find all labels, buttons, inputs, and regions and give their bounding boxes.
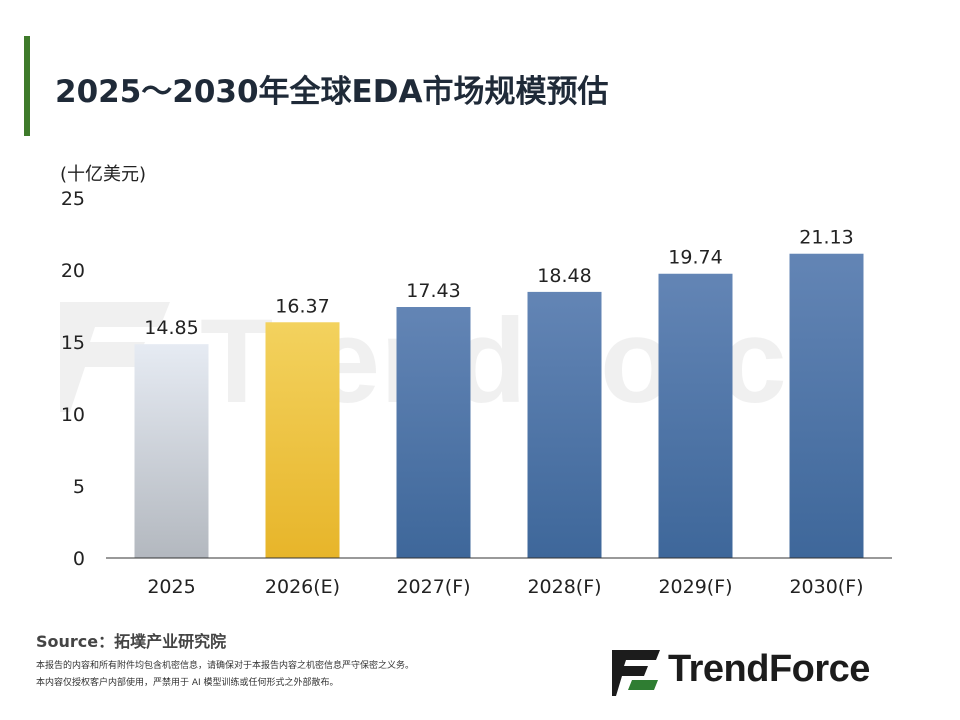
x-tick-label: 2026(E): [265, 576, 340, 598]
bars: [134, 253, 864, 558]
y-tick-label: 5: [73, 476, 85, 498]
x-tick-label: 2029(F): [658, 576, 732, 598]
x-tick-label: 2027(F): [396, 576, 470, 598]
x-tick-label: 2030(F): [789, 576, 863, 598]
bar-2027(F): [396, 307, 471, 558]
bar-2028(F): [527, 291, 602, 558]
value-label: 18.48: [537, 265, 591, 287]
y-axis-label: (十亿美元): [60, 164, 146, 185]
title-accent-bar: [24, 36, 30, 136]
trendforce-logo: TrendForce: [612, 648, 932, 698]
y-tick-label: 0: [73, 548, 85, 570]
y-axis-ticks: 0 5 10 15 20 25: [61, 188, 85, 570]
watermark-logo-icon: [60, 302, 170, 412]
trendforce-logo-icon: [612, 650, 660, 696]
bar-2026(E): [265, 322, 340, 558]
page-title: 2025～2030年全球EDA市场规模预估: [55, 74, 609, 110]
value-label: 21.13: [799, 227, 853, 249]
value-labels: 14.85 16.37 17.43 18.48 19.74 21.13: [144, 227, 853, 339]
x-tick-label: 2025: [147, 576, 195, 598]
value-label: 14.85: [144, 317, 198, 339]
disclaimer-line-1: 本报告的内容和所有附件均包含机密信息，请确保对于本报告内容之机密信息严守保密之义…: [36, 661, 415, 671]
bar-2029(F): [658, 273, 733, 558]
bar-2030(F): [789, 253, 864, 558]
x-axis-ticks: 2025 2026(E) 2027(F) 2028(F) 2029(F) 2030(F): [147, 576, 863, 598]
y-tick-label: 25: [61, 188, 85, 210]
value-label: 16.37: [275, 295, 329, 317]
y-tick-label: 10: [61, 404, 85, 426]
disclaimer-line-2: 本内容仅授权客户内部使用，严禁用于 AI 模型训练或任何形式之外部散布。: [36, 678, 339, 688]
trendforce-logo-text: TrendForce: [668, 648, 870, 690]
y-tick-label: 20: [61, 260, 85, 282]
value-label: 19.74: [668, 247, 722, 269]
bar-2025: [134, 344, 209, 558]
x-tick-label: 2028(F): [527, 576, 601, 598]
y-tick-label: 15: [61, 332, 85, 354]
value-label: 17.43: [406, 280, 460, 302]
source-note: Source：拓墣产业研究院: [36, 632, 227, 651]
